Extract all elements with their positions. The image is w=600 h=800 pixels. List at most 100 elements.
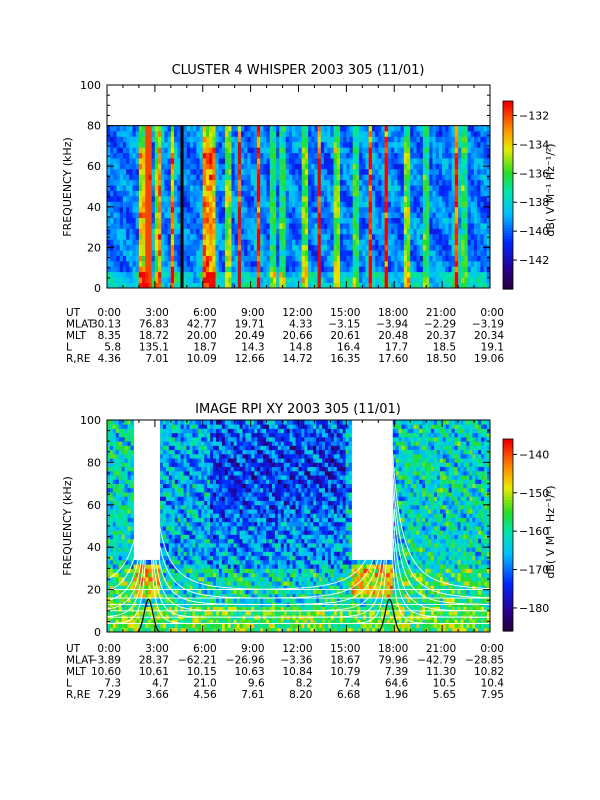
spectrogram-cell: [445, 271, 449, 278]
spectrogram-cell: [464, 125, 469, 132]
spectrogram-cell: [330, 228, 335, 235]
spectrogram-cell: [378, 141, 382, 148]
spectrogram-cell: [474, 282, 478, 288]
spectrogram-cell: [445, 255, 449, 262]
spectrogram-cell: [292, 239, 296, 246]
spectrogram-cell: [308, 131, 312, 137]
spectrogram-cell: [234, 168, 239, 175]
spectrogram-cell: [419, 223, 424, 229]
spectrogram-cell: [292, 277, 296, 283]
spectrogram-cell: [260, 217, 264, 224]
spectrogram-cell: [231, 131, 236, 137]
spectrogram-cell: [138, 260, 143, 267]
spectrogram-cell: [336, 195, 341, 202]
spectrogram-cell: [448, 277, 453, 283]
ephemeris-value: 19.1: [481, 342, 504, 354]
spectrogram-cell: [133, 589, 137, 595]
spectrogram-cell: [410, 206, 414, 213]
spectrogram-cell: [170, 244, 175, 251]
spectrogram-cell: [112, 458, 117, 463]
spectrogram-cell: [164, 233, 169, 240]
spectrogram-cell: [470, 217, 475, 224]
spectrogram-cell: [324, 190, 328, 197]
spectrogram-cell: [212, 190, 216, 197]
colorbar-swatch: [503, 192, 513, 196]
spectrogram-cell: [129, 158, 133, 164]
spectrogram-cell: [142, 581, 146, 586]
spectrogram-cell: [276, 206, 280, 213]
spectrogram-cell: [282, 223, 287, 229]
spectrogram-cell: [129, 266, 133, 273]
spectrogram-cell: [324, 147, 328, 154]
spectrogram-cell: [148, 141, 153, 148]
spectrogram-cell: [343, 147, 347, 154]
spectrogram-cell: [234, 201, 239, 208]
spectrogram-cell: [186, 424, 190, 429]
spectrogram-cell: [116, 266, 121, 273]
spectrogram-cell: [391, 136, 395, 143]
spectrogram-cell: [142, 147, 146, 154]
spectrogram-cell: [237, 125, 242, 132]
spectrogram-cell: [148, 610, 152, 616]
spectrogram-cell: [234, 223, 239, 229]
spectrogram-cell: [209, 195, 213, 202]
spectrogram-cell: [352, 212, 357, 219]
spectrogram-cell: [221, 271, 226, 278]
spectrogram-cell: [458, 185, 462, 191]
spectrogram-cell: [320, 233, 325, 240]
spectrogram-cell: [119, 266, 124, 273]
spectrogram-cell: [165, 576, 170, 582]
spectrogram-cell: [127, 458, 131, 463]
spectrogram-cell: [410, 223, 414, 229]
spectrogram-cell: [218, 179, 223, 186]
spectrogram-cell: [391, 125, 395, 132]
spectrogram-cell: [257, 179, 261, 186]
spectrogram-cell: [480, 136, 485, 143]
spectrogram-cell: [124, 445, 129, 451]
spectrogram-cell: [333, 179, 338, 186]
spectrogram-cell: [177, 542, 182, 548]
spectrogram-cell: [177, 504, 182, 510]
spectrogram-cell: [160, 424, 164, 429]
spectrogram-cell: [135, 190, 140, 197]
spectrogram-cell: [304, 195, 309, 202]
spectrogram-cell: [343, 250, 347, 256]
spectrogram-cell: [165, 530, 170, 535]
spectrogram-cell: [234, 147, 239, 154]
spectrogram-cell: [115, 517, 120, 523]
spectrogram-cell: [320, 271, 325, 278]
spectrogram-cell: [426, 174, 430, 181]
spectrogram-cell: [247, 217, 252, 224]
spectrogram-cell: [177, 581, 182, 586]
spectrogram-cell: [317, 179, 322, 186]
spectrogram-cell: [308, 141, 312, 148]
spectrogram-cell: [205, 217, 210, 224]
spectrogram-cell: [205, 212, 210, 219]
spectrogram-cell: [445, 266, 449, 273]
spectrogram-cell: [196, 206, 200, 213]
spectrogram-cell: [486, 277, 490, 283]
spectrogram-cell: [365, 282, 370, 288]
spectrogram-cell: [231, 260, 236, 267]
spectrogram-cell: [124, 449, 129, 455]
spectrogram-cell: [189, 266, 194, 273]
spectrogram-cell: [474, 255, 478, 262]
spectrogram-cell: [339, 158, 344, 164]
spectrogram-cell: [109, 458, 114, 463]
colorbar-swatch: [503, 138, 513, 142]
spectrogram-cell: [110, 239, 114, 246]
spectrogram-cell: [164, 277, 169, 283]
spectrogram-cell: [121, 568, 126, 574]
spectrogram-cell: [142, 206, 146, 213]
spectrogram-cell: [115, 572, 120, 578]
spectrogram-cell: [474, 223, 478, 229]
spectrogram-cell: [381, 228, 386, 235]
spectrogram-cell: [126, 277, 130, 283]
spectrogram-cell: [186, 174, 191, 181]
spectrogram-cell: [177, 185, 181, 191]
spectrogram-cell: [225, 228, 229, 235]
spectrogram-cell: [186, 530, 190, 535]
spectrogram-cell: [454, 250, 459, 256]
spectrogram-cell: [189, 271, 194, 278]
spectrogram-cell: [397, 195, 402, 202]
